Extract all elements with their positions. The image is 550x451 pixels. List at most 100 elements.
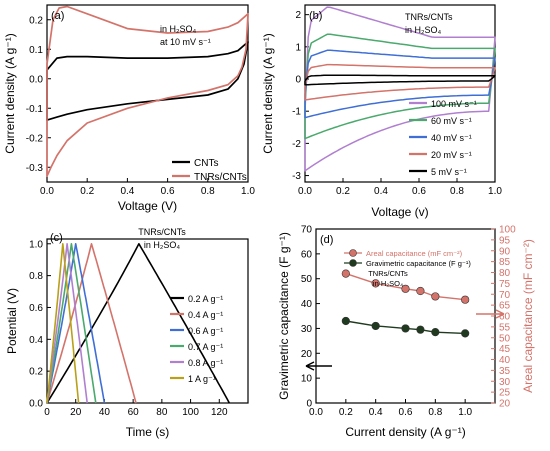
- y-tick-label: 70: [301, 225, 313, 236]
- x-tick-label: 0.4: [369, 407, 383, 418]
- legend-label: 5 mV s⁻¹: [431, 167, 467, 177]
- x-tick-label: 0.6: [399, 407, 413, 418]
- x-tick-label: 0.2: [339, 407, 353, 418]
- y-tick-label: 0.0: [29, 399, 43, 410]
- y-tick-label: 0.6: [29, 303, 43, 314]
- capacitance-line-1: [345, 320, 466, 335]
- x-tick-label: 0.4: [120, 186, 134, 197]
- y-tick-label: 50: [301, 274, 313, 285]
- gcd-curve-3: [46, 243, 97, 404]
- legend-label: 0.4 A g⁻¹: [188, 310, 223, 320]
- y-right-tick-label: 75: [499, 279, 511, 290]
- y-right-tick-label: 45: [499, 344, 511, 355]
- x-axis-label: Voltage (V): [118, 199, 177, 213]
- legend-label: 40 mV s⁻¹: [431, 133, 472, 143]
- y-tick-label: -2: [292, 139, 301, 150]
- legend-label: TNRs/CNTs: [194, 172, 247, 183]
- arrow-left-axis-icon: [305, 361, 332, 371]
- y-tick-label: 1: [295, 42, 301, 53]
- annotation-line: in H₂SO₄: [405, 25, 442, 35]
- y-tick-label: 0: [295, 75, 301, 86]
- x-tick-label: 0.2: [80, 186, 94, 197]
- data-point: [416, 286, 425, 296]
- legend-label: 20 mV s⁻¹: [431, 150, 472, 160]
- y-tick-label: -1: [292, 107, 301, 118]
- y-tick-label: 0.8: [29, 271, 43, 282]
- y-tick-label: 30: [301, 324, 313, 335]
- y-tick-label: -0.3: [26, 163, 44, 174]
- y-right-tick-label: 60: [499, 312, 511, 323]
- x-axis-label: Time (s): [126, 425, 170, 439]
- panel-label: (b): [309, 10, 322, 22]
- y-tick-label: 0.2: [29, 367, 43, 378]
- data-point: [461, 295, 470, 304]
- y-tick-label: 0: [306, 399, 312, 410]
- x-tick-label: 1.0: [241, 186, 255, 197]
- x-tick-label: 1.0: [488, 186, 502, 197]
- y-right-tick-label: 40: [499, 355, 511, 366]
- cv-curve-3: [304, 63, 496, 101]
- x-tick-label: 0.0: [309, 407, 323, 418]
- x-tick-label: 0.0: [40, 186, 54, 197]
- legend-label: 0.6 A g⁻¹: [188, 326, 223, 336]
- capacitance-line-0: [345, 272, 466, 301]
- cv-curve-1: [46, 5, 249, 177]
- x-tick-label: 80: [156, 407, 168, 418]
- x-tick-label: 60: [128, 407, 140, 418]
- data-point: [401, 324, 410, 333]
- data-point: [371, 279, 380, 288]
- data-point: [431, 328, 440, 337]
- y-tick-label: 10: [301, 374, 313, 385]
- x-tick-label: 100: [182, 407, 199, 418]
- x-tick-label: 0.6: [161, 186, 175, 197]
- legend-label: 1 A g⁻¹: [188, 374, 216, 384]
- cv-curve-0: [46, 41, 249, 121]
- x-axis-label: Voltage (v): [371, 205, 428, 219]
- data-point: [416, 325, 425, 334]
- cv-curve-0: [304, 6, 496, 172]
- y-tick-label: 0.4: [29, 335, 43, 346]
- gcd-curve-2: [46, 243, 106, 404]
- x-tick-label: 20: [70, 407, 82, 418]
- x-tick-label: 120: [211, 407, 228, 418]
- y-right-tick-label: 25: [499, 388, 511, 399]
- gcd-curve-0: [46, 243, 231, 404]
- x-tick-label: 0.8: [428, 407, 442, 418]
- y-right-tick-label: 20: [499, 399, 511, 410]
- y-tick-label: 20: [301, 349, 313, 360]
- x-tick-label: 0.8: [450, 186, 464, 197]
- x-tick-label: 0.2: [336, 186, 350, 197]
- y-tick-label: 40: [301, 299, 313, 310]
- y-tick-label: 0.2: [29, 15, 43, 26]
- y-right-tick-label: 100: [499, 225, 516, 236]
- legend-label: Areal capacitance (mF cm⁻²): [366, 249, 463, 258]
- y-tick-label: 1.0: [29, 239, 43, 250]
- y-right-axis-label: Areal capacitance (mF cm⁻²): [521, 239, 535, 393]
- x-tick-label: 0.4: [374, 186, 388, 197]
- annotation-line: TNRs/CNTs: [138, 227, 186, 237]
- y-axis-label: Current density (A g⁻¹): [261, 33, 275, 153]
- panel-label: (a): [51, 10, 64, 22]
- y-right-tick-label: 95: [499, 235, 511, 246]
- cv-curve-4: [304, 74, 496, 86]
- x-tick-label: 0.6: [412, 186, 426, 197]
- y-tick-label: 0.0: [29, 74, 43, 85]
- y-tick-label: 60: [301, 249, 313, 260]
- x-tick-label: 0.8: [201, 186, 215, 197]
- annotation-line: TNRs/CNTs: [405, 12, 453, 22]
- gcd-curve-5: [46, 243, 80, 404]
- data-point: [341, 269, 350, 278]
- legend-marker: [349, 249, 357, 257]
- annotation-line: in H₂SO₄: [373, 279, 403, 288]
- data-point: [401, 284, 410, 293]
- x-tick-label: 40: [99, 407, 111, 418]
- annotation-line: at 10 mV s⁻¹: [160, 37, 211, 47]
- legend-label: 0.2 A g⁻¹: [188, 294, 223, 304]
- gcd-curve-4: [46, 243, 88, 404]
- annotation-line: in H₂SO₄: [160, 24, 197, 34]
- y-axis-label: Current density (A g⁻¹): [3, 33, 17, 153]
- panel-label: (d): [320, 234, 333, 246]
- legend-marker: [349, 259, 357, 267]
- data-point: [371, 321, 380, 331]
- x-tick-label: 1.0: [458, 407, 472, 418]
